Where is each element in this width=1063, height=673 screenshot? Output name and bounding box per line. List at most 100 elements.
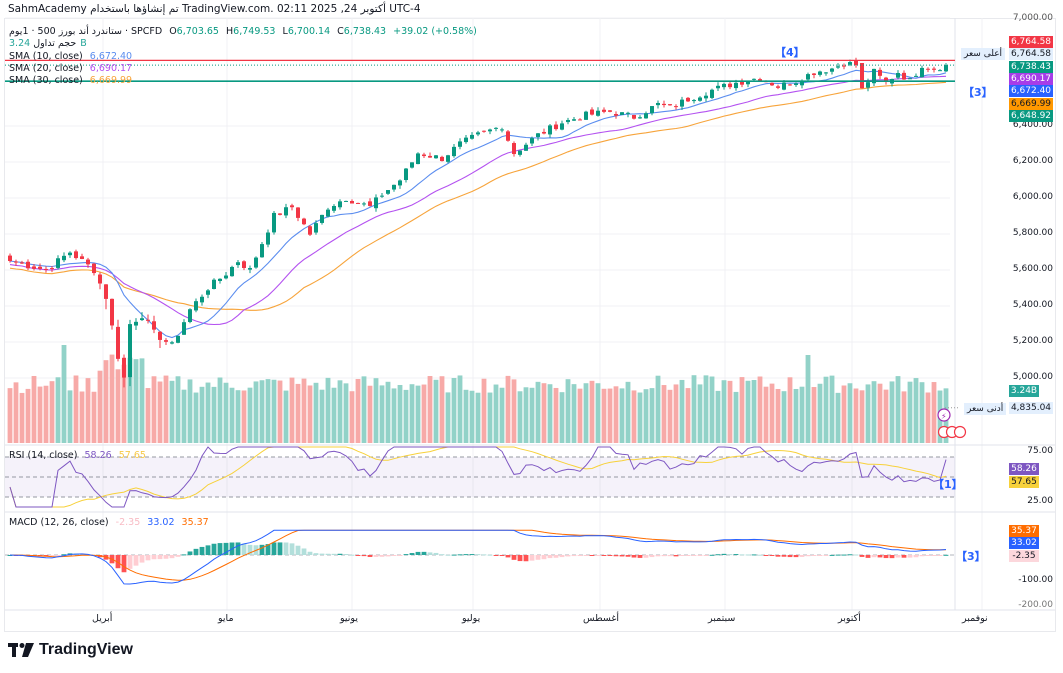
volume-bar [325, 377, 331, 443]
volume-bar [229, 387, 235, 443]
sma10-label: SMA (10, close) [9, 51, 83, 62]
volume-bar [409, 384, 415, 443]
sma20-legend[interactable]: SMA (20, close) 6,690.17 [9, 63, 136, 74]
symbol-line[interactable]: ستاندرد أند بورز 500 · 1يوم · SPCFD [9, 26, 163, 37]
month-label: يونيو [340, 613, 358, 624]
macd-histogram-bar [589, 555, 595, 556]
macd-histogram-bar [709, 554, 715, 556]
high-label: H [226, 26, 234, 37]
macd-histogram-bar [499, 555, 505, 556]
rsi-line [9, 446, 947, 508]
volume-bar [301, 378, 307, 443]
macd-hist-value: -2.35 [115, 517, 141, 528]
volume-bar [721, 380, 727, 443]
candle-body [548, 125, 552, 135]
volume-bar [133, 359, 139, 443]
candle-body [44, 268, 48, 270]
volume-bar [367, 385, 373, 443]
tradingview-logo[interactable]: TradingView [8, 641, 133, 659]
macd-histogram-bar [415, 551, 421, 555]
volume-bar [355, 378, 361, 443]
candle-body [752, 78, 756, 80]
volume-bar [427, 376, 433, 443]
volume-bar [421, 384, 427, 443]
macd-legend[interactable]: MACD (12, 26, close) -2.35 33.02 35.37 [9, 517, 213, 528]
annotation-1-rsi: 【1】 [933, 478, 963, 491]
candle-body [854, 60, 858, 66]
volume-bar [511, 379, 517, 443]
candle-body [338, 201, 342, 208]
macd-histogram-bar [571, 555, 577, 557]
macd-histogram-bar [757, 554, 763, 556]
volume-legend[interactable]: حجم تداول 3.24B [9, 38, 91, 49]
macd-histogram-bar [517, 555, 523, 562]
volume-bar [481, 378, 487, 443]
volume-bar [373, 378, 379, 443]
macd-histogram-bar [247, 544, 253, 555]
price-tick: 6,400.00 [1012, 120, 1053, 130]
macd-histogram-bar [679, 555, 685, 556]
candle-body [482, 130, 486, 132]
macd-histogram-bar [307, 551, 313, 555]
candle-body [692, 100, 696, 102]
candle-body [596, 110, 600, 116]
macd-histogram-bar [403, 554, 409, 556]
macd-histogram-bar [301, 548, 307, 555]
candle-body [500, 129, 504, 131]
macd-histogram-bar [349, 554, 355, 556]
sma30-label: SMA (30, close) [9, 75, 83, 86]
candle-body [212, 279, 216, 290]
candle-body [398, 180, 402, 186]
volume-bar [277, 380, 283, 443]
volume-bar [835, 392, 841, 443]
candle-body [554, 124, 558, 130]
macd-histogram-bar [313, 553, 319, 555]
volume-bar [673, 384, 679, 443]
volume-bar [787, 377, 793, 443]
macd-histogram-bar [439, 554, 445, 556]
candle-body [428, 155, 432, 158]
volume-bar [733, 391, 739, 443]
macd-histogram-bar [865, 555, 871, 558]
volume-bar [751, 379, 757, 443]
volume-bar [877, 383, 883, 443]
high-line-price-label: 6,764.58 [1009, 36, 1053, 48]
volume-bar [661, 385, 667, 443]
macd-histogram-bar [721, 553, 727, 555]
candle-body [50, 268, 54, 270]
candle-body [434, 155, 438, 159]
sma30-legend[interactable]: SMA (30, close) 6,669.99 [9, 75, 136, 86]
rsi-legend[interactable]: RSI (14, close) 58.26 57.65 [9, 450, 150, 461]
volume-bar [457, 375, 463, 443]
volume-bar [13, 382, 19, 443]
candle-body [806, 74, 810, 80]
macd-histogram-bar [781, 555, 787, 557]
volume-bar [901, 391, 907, 443]
candle-body [668, 104, 672, 106]
volume-bar [655, 375, 661, 443]
candle-body [98, 274, 102, 284]
macd-histogram-bar [211, 543, 217, 555]
candle-body [674, 106, 678, 108]
macd-histogram-bar [199, 546, 205, 555]
volume-bar [727, 380, 733, 443]
volume-bar [145, 388, 151, 443]
macd-histogram-bar [631, 555, 637, 558]
macd-value-label: 33.02 [1009, 537, 1039, 549]
candle-body [584, 111, 588, 120]
macd-histogram-bar [181, 554, 187, 556]
sma10-legend[interactable]: SMA (10, close) 6,672.40 [9, 51, 136, 62]
price-tick: 7,000.00 [1012, 13, 1053, 23]
candle-body [152, 321, 156, 330]
open-value: 6,703.65 [176, 26, 219, 37]
volume-bar [649, 388, 655, 443]
volume-label: حجم تداول [33, 38, 77, 49]
volume-bar [49, 381, 55, 443]
volume-bar [43, 385, 49, 443]
macd-histogram-bar [523, 555, 529, 562]
close-label: C [337, 26, 344, 37]
macd-histogram-bar [913, 555, 919, 558]
volume-bar [379, 385, 385, 443]
macd-histogram-bar [811, 555, 817, 556]
